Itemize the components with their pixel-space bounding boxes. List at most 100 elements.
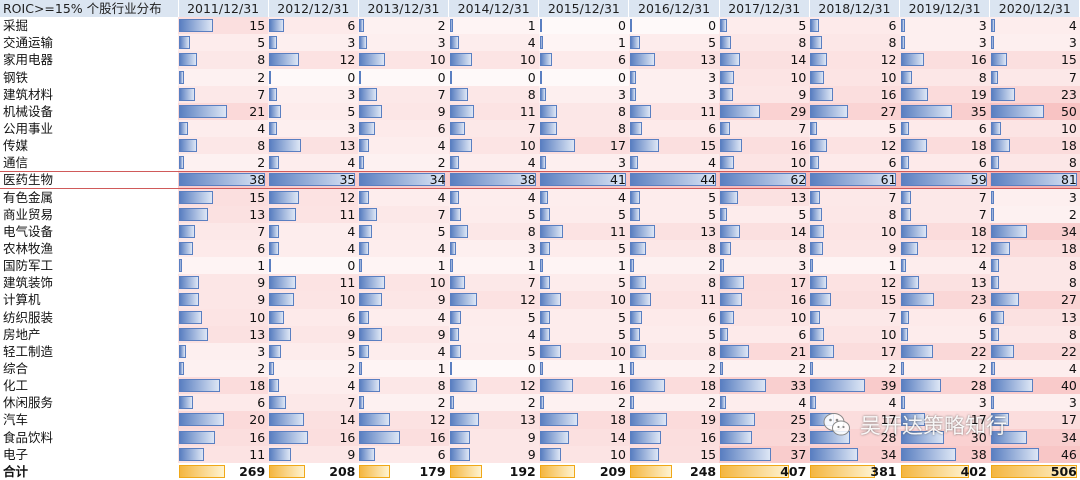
data-bar <box>720 396 726 410</box>
table-row: 轻工制造 3 5 4 5 10 8 21 17 22 22 <box>0 342 1080 360</box>
table-row: 电子 11 9 6 9 10 15 37 34 38 46 <box>0 445 1080 463</box>
cell-value: 11 <box>339 206 356 222</box>
value-cell: 21 <box>178 102 269 120</box>
data-bar <box>629 207 640 221</box>
value-cell: 5 <box>538 239 629 258</box>
cell-value: 6 <box>888 18 897 34</box>
value-cell: 5 <box>178 34 269 52</box>
cell-value: 0 <box>527 361 536 377</box>
table-row: 建筑装饰 9 11 10 7 5 8 17 12 13 8 <box>0 274 1080 292</box>
cell-value: 2 <box>888 361 897 377</box>
data-bar <box>449 413 479 427</box>
cell-value: 28 <box>880 429 897 445</box>
cell-value: 5 <box>617 309 626 325</box>
value-cell: 5 <box>628 205 720 223</box>
data-bar <box>720 190 739 204</box>
cell-value: 15 <box>880 292 897 308</box>
value-cell: 9 <box>448 445 539 463</box>
cell-value: 6 <box>888 155 897 171</box>
data-bar <box>900 293 934 307</box>
cell-value: 6 <box>347 309 356 325</box>
value-cell: 16 <box>538 377 629 395</box>
year-header: 2013/12/31 <box>358 0 450 18</box>
data-bar <box>720 224 740 238</box>
table-row: 通信 2 4 2 4 3 4 10 6 6 8 <box>0 154 1080 172</box>
data-bar <box>449 19 453 33</box>
data-bar <box>359 259 363 273</box>
data-bar <box>629 104 652 118</box>
value-cell: 7 <box>448 119 539 138</box>
value-cell: 10 <box>448 137 539 155</box>
value-cell: 18 <box>989 137 1080 155</box>
data-bar <box>990 276 1000 290</box>
value-cell: 3 <box>989 34 1080 52</box>
data-bar <box>900 190 911 204</box>
cell-value: 5 <box>888 121 897 137</box>
data-bar <box>810 396 816 410</box>
cell-value: 8 <box>708 241 717 257</box>
table-row: 建筑材料 7 3 7 8 3 3 9 16 19 23 <box>0 85 1080 103</box>
cell-value: 16 <box>790 292 807 308</box>
data-bar <box>449 173 536 187</box>
value-cell: 27 <box>809 102 900 120</box>
value-cell: 9 <box>809 239 900 258</box>
value-cell: 11 <box>268 274 359 292</box>
industry-label: 电气设备 <box>0 222 178 240</box>
value-cell: 8 <box>719 239 810 258</box>
cell-value: 1 <box>437 361 446 377</box>
data-bar <box>990 396 994 410</box>
cell-value: 3 <box>1068 35 1077 51</box>
data-bar <box>810 241 823 255</box>
cell-value: 0 <box>527 69 536 85</box>
cell-value: 59 <box>970 172 987 188</box>
value-cell: 208 <box>268 463 358 480</box>
data-bar <box>810 19 819 33</box>
cell-value: 12 <box>880 52 897 68</box>
data-bar <box>269 87 277 101</box>
value-cell: 0 <box>538 68 629 86</box>
cell-value: 6 <box>257 395 266 411</box>
value-cell: 6 <box>899 308 990 326</box>
cell-value: 3 <box>617 155 626 171</box>
data-bar <box>359 224 372 238</box>
cell-value: 12 <box>880 275 897 291</box>
cell-value: 13 <box>790 189 807 205</box>
cell-value: 6 <box>347 18 356 34</box>
value-cell: 16 <box>628 428 720 446</box>
cell-value: 7 <box>527 121 536 137</box>
data-bar <box>990 241 1010 255</box>
data-bar <box>179 276 200 290</box>
cell-value: 2 <box>437 395 446 411</box>
value-cell: 10 <box>538 291 629 309</box>
value-cell: 506 <box>990 463 1080 480</box>
data-bar <box>629 19 632 33</box>
cell-value: 8 <box>1068 258 1077 274</box>
table-row: 农林牧渔 6 4 4 3 5 8 8 9 12 18 <box>0 239 1080 258</box>
cell-value: 7 <box>437 206 446 222</box>
data-bar <box>629 53 656 67</box>
value-cell: 3 <box>268 34 359 52</box>
data-bar <box>810 87 833 101</box>
value-cell: 11 <box>538 222 629 240</box>
table-row: 机械设备 21 5 9 11 8 11 29 27 35 50 <box>0 102 1080 120</box>
value-cell: 16 <box>358 428 449 446</box>
value-cell: 9 <box>358 102 449 120</box>
cell-value: 62 <box>790 172 807 188</box>
data-bar <box>810 70 825 84</box>
value-cell: 4 <box>268 222 359 240</box>
data-bar <box>449 121 466 135</box>
data-bar <box>359 156 365 170</box>
cell-value: 4 <box>708 155 717 171</box>
cell-value: 8 <box>978 69 987 85</box>
data-bar <box>900 104 952 118</box>
data-bar <box>359 207 378 221</box>
value-cell: 0 <box>448 359 539 378</box>
data-bar <box>990 139 1010 153</box>
value-cell: 10 <box>809 325 900 343</box>
cell-value: 3 <box>1068 395 1077 411</box>
data-bar <box>629 224 656 238</box>
data-bar <box>629 241 646 255</box>
value-cell: 40 <box>989 377 1080 395</box>
data-bar <box>629 87 636 101</box>
value-cell: 2 <box>628 257 720 275</box>
